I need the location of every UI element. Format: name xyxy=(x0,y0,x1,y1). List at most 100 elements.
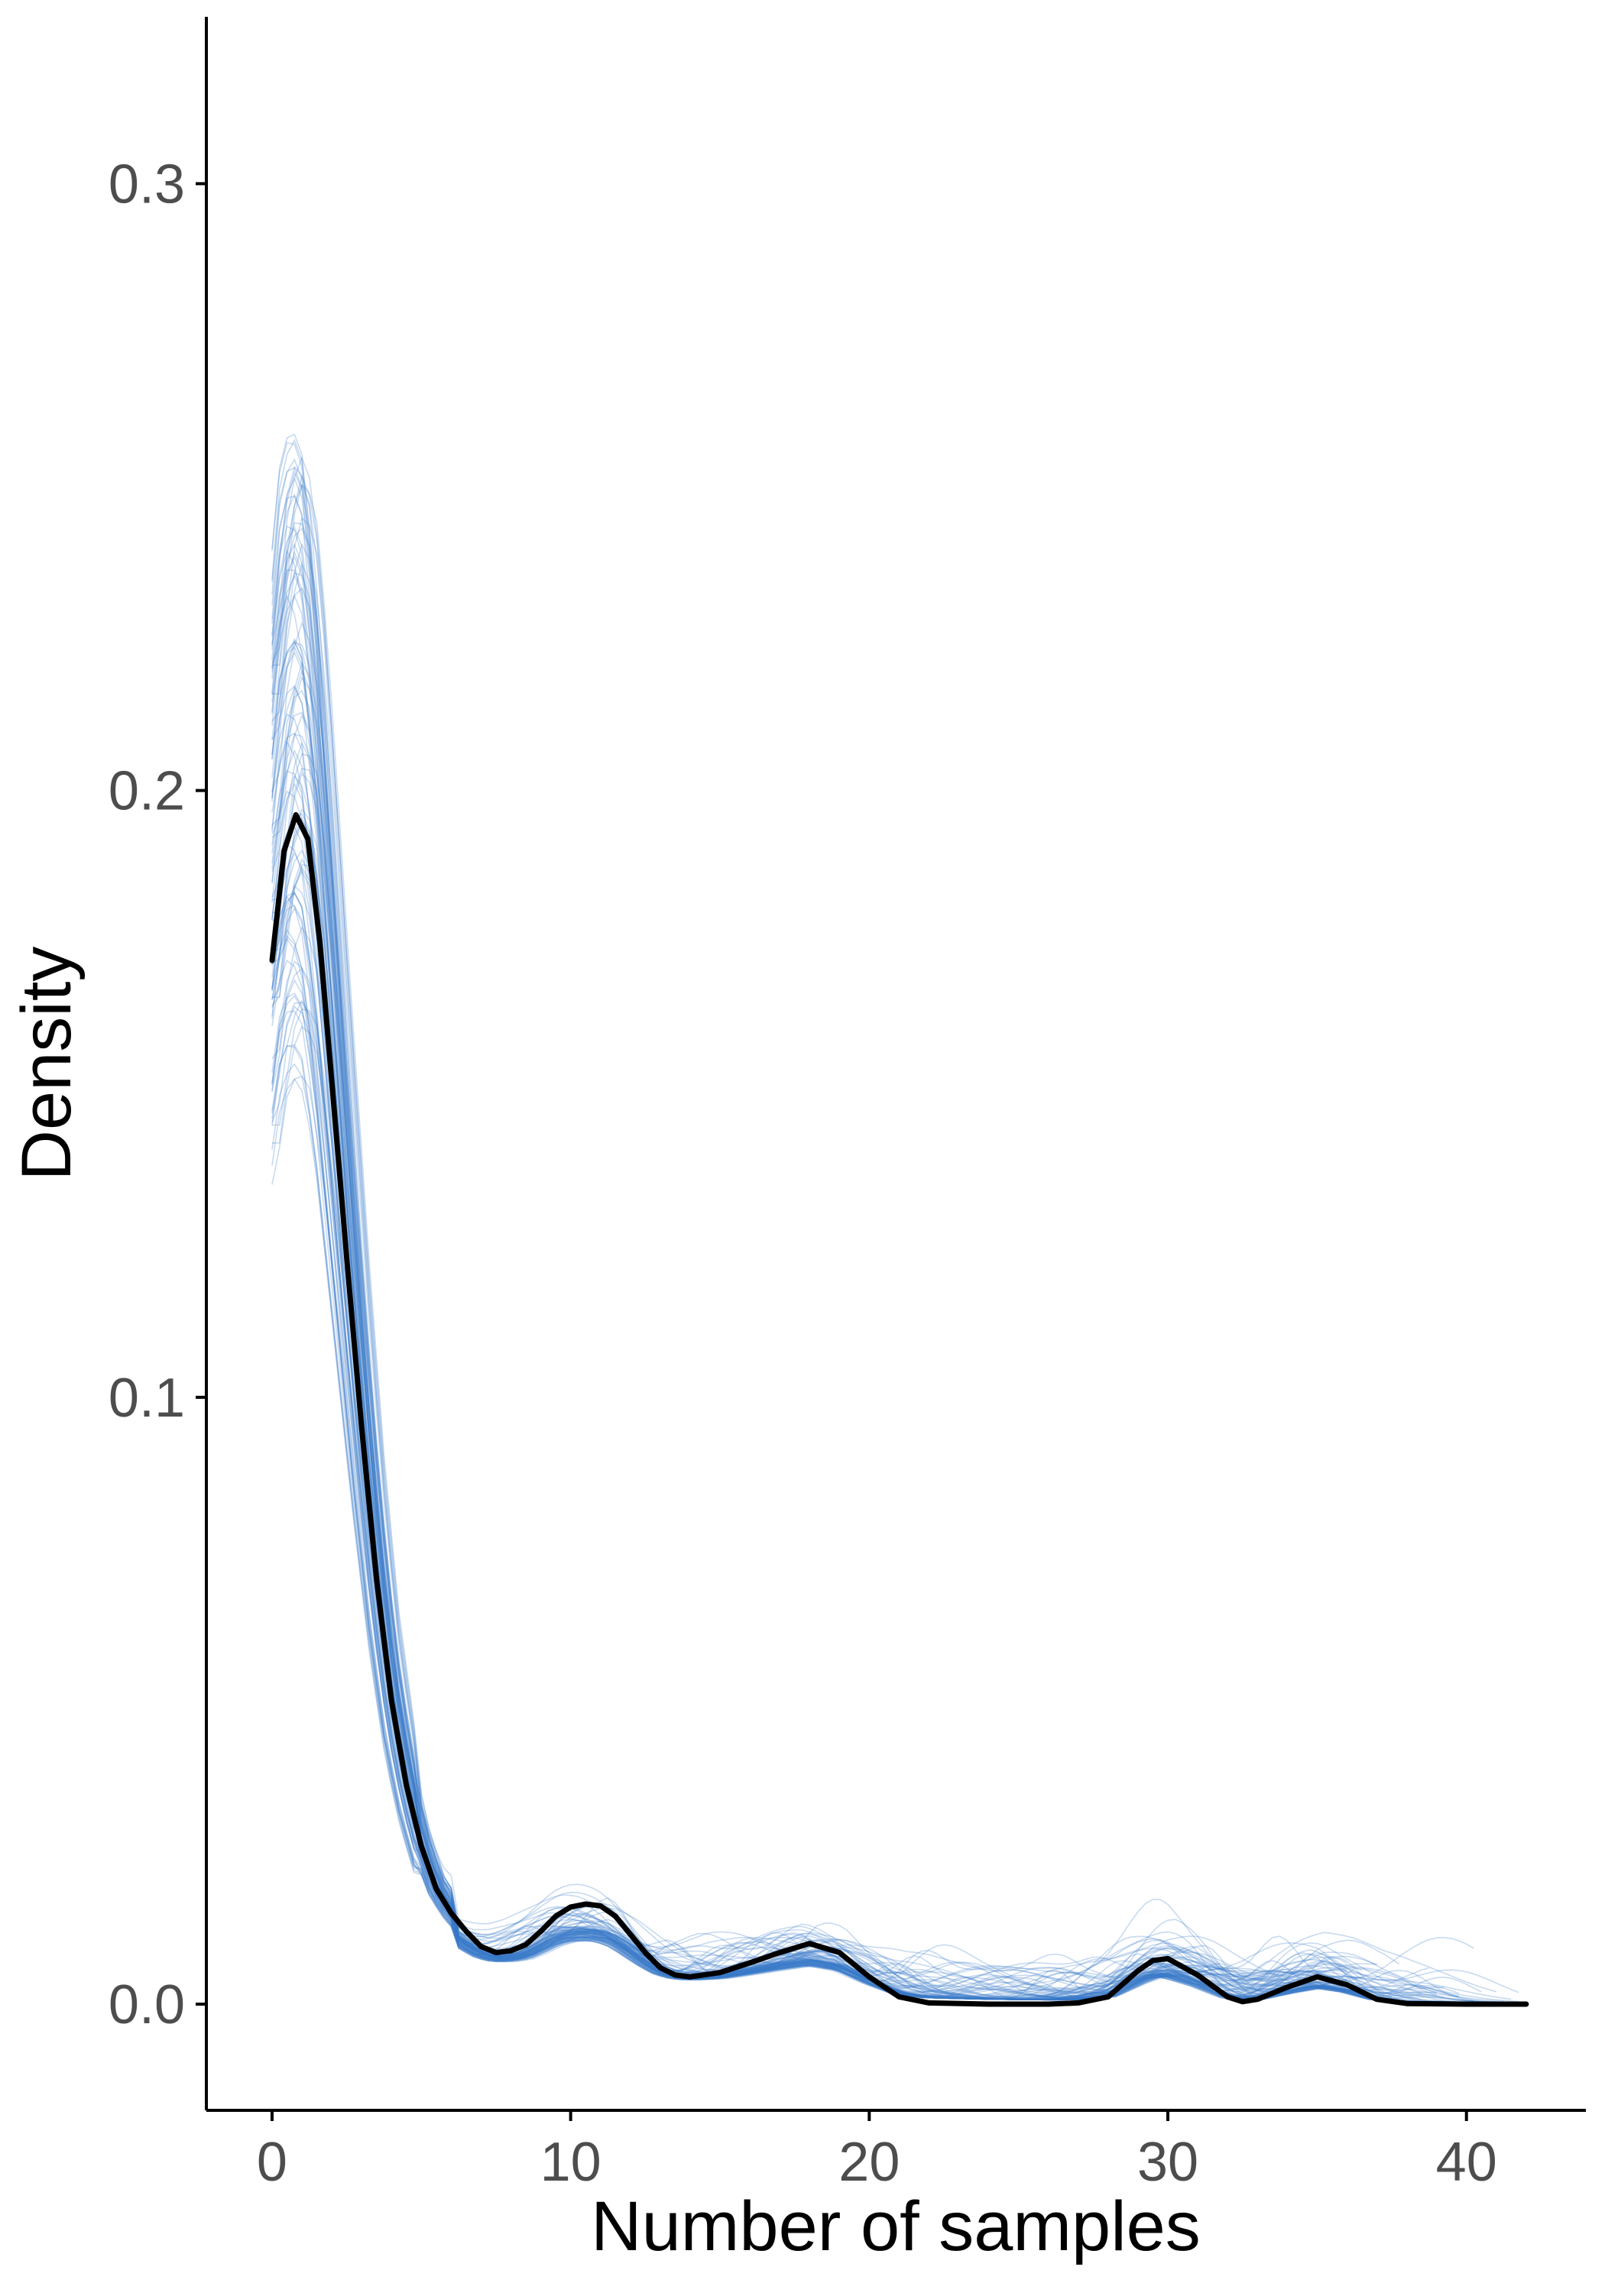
replicate-density-line xyxy=(271,689,1519,2003)
x-tick-label: 20 xyxy=(838,2132,900,2193)
replicate-density-line xyxy=(271,870,1347,2001)
replicate-density-line xyxy=(271,640,1474,2003)
x-tick-label: 30 xyxy=(1137,2132,1198,2193)
replicate-density-line xyxy=(271,574,1474,2003)
replicate-density-line xyxy=(271,621,1415,2003)
replicate-density-line xyxy=(271,934,1415,2003)
x-tick-label: 10 xyxy=(540,2132,601,2193)
replicate-density-line xyxy=(271,465,1422,1997)
x-axis-title: Number of samples xyxy=(591,2188,1201,2265)
replicate-density-line xyxy=(271,587,1370,2000)
replicate-density-line xyxy=(271,455,1355,2001)
replicate-density-line xyxy=(271,906,1393,1999)
replicate-density-line xyxy=(271,885,1363,1999)
replicate-density-line xyxy=(271,1025,1393,2001)
replicate-density-line xyxy=(271,820,1496,2003)
replicate-density-line xyxy=(271,476,1460,2000)
replicate-density-line xyxy=(271,960,1355,2001)
replicate-density-line xyxy=(271,542,1422,2000)
replicate-density-line xyxy=(271,812,1474,2003)
replicate-density-line xyxy=(271,851,1519,2003)
replicate-density-line xyxy=(271,770,1407,2003)
replicate-density-line xyxy=(272,767,1519,2003)
observed-density-line-group xyxy=(269,811,1529,2007)
y-axis-ticks: 0.0 0.1 0.2 0.3 xyxy=(109,154,206,2035)
y-tick-label: 0.3 xyxy=(109,154,185,215)
replicate-density-line xyxy=(271,732,1377,2000)
y-tick-label: 0.0 xyxy=(109,1974,185,2035)
replicate-density-line xyxy=(271,522,1400,2000)
replicate-density-line xyxy=(271,442,1512,2003)
replicate-density-line xyxy=(271,820,1355,2001)
replicate-density-line xyxy=(271,857,1437,2003)
replicate-density-line xyxy=(271,1006,1429,2003)
replicate-density-line xyxy=(271,433,1444,1999)
replicate-density-line xyxy=(271,1002,1399,2003)
replicate-density-line xyxy=(271,1077,1363,2000)
replicate-density-line xyxy=(271,999,1422,2003)
replicate-density-line xyxy=(271,651,1444,2003)
replicate-density-line xyxy=(271,642,1437,2000)
replicate-density-line xyxy=(271,493,1512,2000)
replicate-density-line xyxy=(271,775,1347,2001)
replicate-density-line xyxy=(271,826,1512,2003)
replicate-density-line xyxy=(271,1063,1519,2000)
replicate-density-line xyxy=(271,979,1474,2003)
replicate-density-line xyxy=(271,526,1399,2000)
replicate-density-line xyxy=(271,782,1370,2000)
replicate-density-line xyxy=(271,817,1370,2001)
replicate-density-line xyxy=(271,711,1467,2003)
replicate-density-line xyxy=(271,1045,1400,2001)
replicate-density-line xyxy=(271,866,1497,2001)
replicate-density-line xyxy=(271,568,1474,2002)
x-tick-label: 40 xyxy=(1436,2132,1497,2193)
y-tick-label: 0.2 xyxy=(109,761,185,822)
replicate-density-line xyxy=(272,1008,1460,2003)
replicate-density-line xyxy=(271,549,1512,2003)
replicate-density-line xyxy=(271,844,1437,2000)
replicate-density-line xyxy=(271,676,1385,2001)
replicate-density-line xyxy=(271,594,1393,2003)
replicate-density-line xyxy=(271,646,1347,2000)
replicate-density-line xyxy=(271,790,1460,2003)
replicate-density-line xyxy=(271,960,1370,2001)
replicate-density-line xyxy=(271,1010,1482,2003)
replicate-density-line xyxy=(271,542,1347,2000)
replicate-density-line xyxy=(271,527,1422,2000)
replicate-density-line xyxy=(271,550,1504,2003)
y-axis-title: Density xyxy=(8,947,86,1181)
replicate-density-line xyxy=(271,1075,1377,2000)
replicate-density-line xyxy=(271,938,1482,2003)
y-tick-label: 0.1 xyxy=(109,1368,185,1429)
replicate-density-lines xyxy=(271,433,1519,2003)
replicate-density-line xyxy=(271,892,1474,2003)
replicate-density-line xyxy=(271,995,1496,2003)
replicate-density-line xyxy=(271,733,1452,2003)
replicate-density-line xyxy=(271,713,1444,2003)
replicate-density-line xyxy=(271,594,1355,2000)
replicate-density-line xyxy=(271,740,1460,2001)
replicate-density-line xyxy=(271,669,1370,2001)
x-axis-ticks: 0 10 20 30 40 xyxy=(257,2110,1497,2193)
replicate-density-line xyxy=(271,808,1489,2003)
replicate-density-line xyxy=(271,685,1444,2000)
replicate-density-line xyxy=(271,849,1504,2003)
replicate-density-line xyxy=(271,470,1355,2001)
replicate-density-line xyxy=(271,749,1363,1996)
replicate-density-line xyxy=(272,864,1496,2003)
replicate-density-line xyxy=(271,483,1430,2001)
replicate-density-line xyxy=(271,474,1460,2000)
replicate-density-line xyxy=(271,572,1482,2001)
replicate-density-line xyxy=(271,458,1355,2000)
observed-density-line xyxy=(269,811,1529,2007)
replicate-density-line xyxy=(271,926,1474,2001)
replicate-density-line xyxy=(272,753,1474,2003)
replicate-density-line xyxy=(272,517,1504,2003)
replicate-density-line xyxy=(271,661,1504,2003)
replicate-density-line xyxy=(271,772,1393,2001)
replicate-density-line xyxy=(271,685,1437,2000)
replicate-density-line xyxy=(271,905,1452,2003)
replicate-density-line xyxy=(271,467,1496,2003)
